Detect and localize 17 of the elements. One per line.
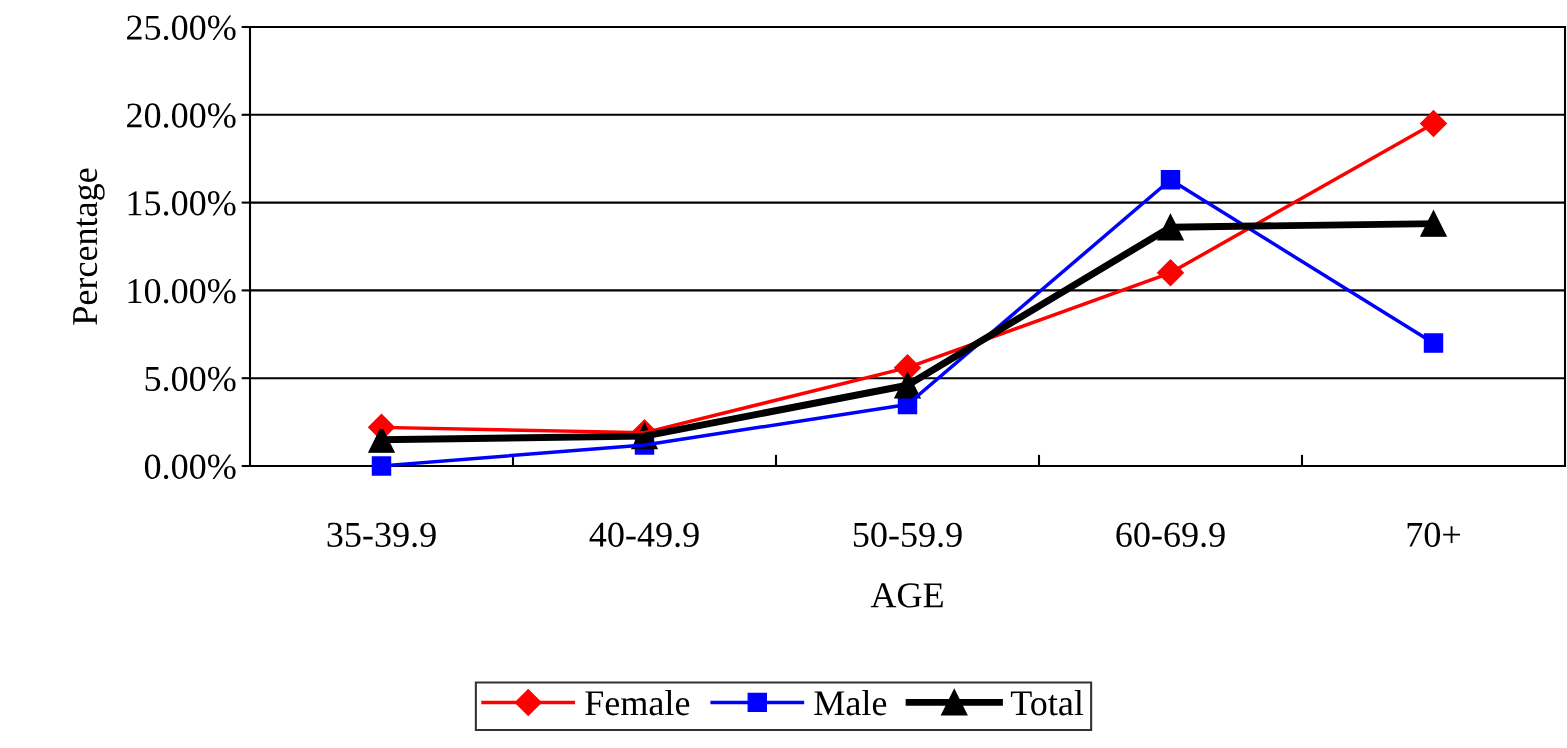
y-tick-label: 20.00% <box>127 103 236 128</box>
y-tick-label: 25.00% <box>127 15 236 41</box>
x-tick-label: 50-59.9 <box>853 522 962 548</box>
x-tick-label: 35-39.9 <box>327 522 436 548</box>
x-tick-label: 70+ <box>1407 522 1460 547</box>
y-tick-label: 0.00% <box>144 454 236 480</box>
y-tick-label: 15.00% <box>128 191 236 216</box>
y-tick-label: 5.00% <box>145 366 236 392</box>
x-tick-label: 40-49.9 <box>589 522 699 548</box>
legend-label: Total <box>1010 689 1084 716</box>
y-tick-label: 10.00% <box>128 278 236 304</box>
y-axis-title: Percentage <box>73 168 105 325</box>
x-tick-label: 60-69.9 <box>1116 522 1225 548</box>
legend-label: Male <box>814 689 887 716</box>
x-axis-title: AGE <box>870 583 943 608</box>
point <box>371 456 392 476</box>
legend-label: Female <box>585 689 690 716</box>
